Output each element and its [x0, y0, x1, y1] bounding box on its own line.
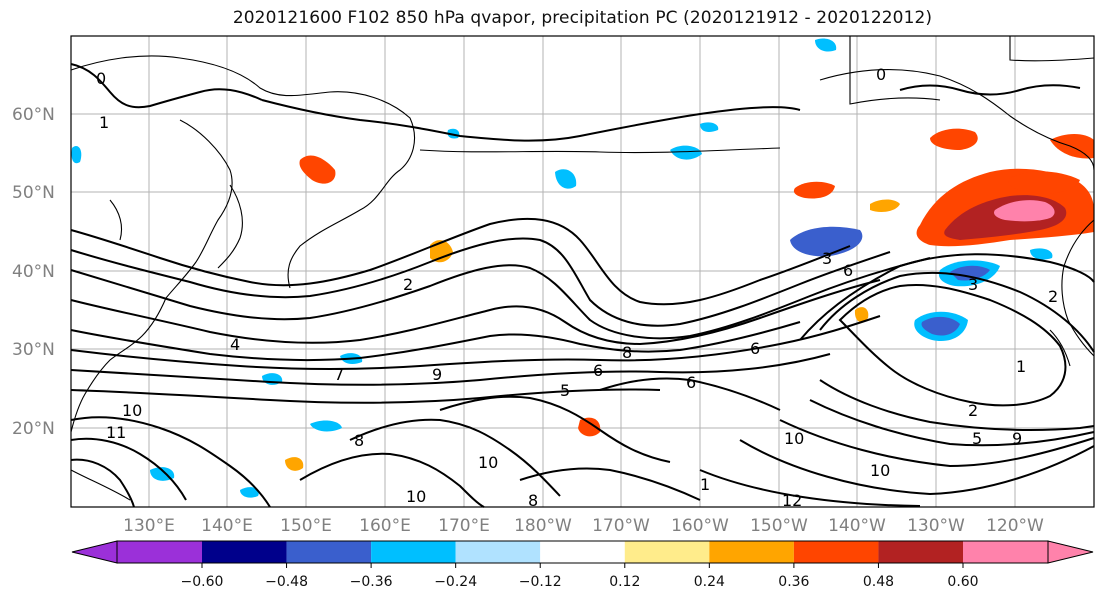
colorbar-tick-label: −0.48 [265, 574, 308, 590]
colorbar-right-arrow [1048, 541, 1093, 563]
contour-label: 2 [403, 275, 413, 294]
colorbar-segment [371, 541, 456, 563]
lon-label: 130°W [907, 516, 965, 536]
contour-label: 10 [122, 401, 142, 420]
colorbar: −0.60 −0.48 −0.36 −0.24 −0.12 0.12 0.24 0.36 0.4… [71, 540, 1094, 590]
lat-label: 50°N [12, 183, 55, 203]
colorbar-frame [116, 540, 1049, 564]
colorbar-segment [709, 541, 794, 563]
contour-label: 0 [96, 69, 106, 88]
contour-label: 12 [782, 491, 802, 510]
chart-title: 2020121600 F102 850 hPa qvapor, precipit… [232, 8, 933, 28]
contour-label: 6 [843, 261, 853, 280]
lat-label: 30°N [12, 340, 55, 360]
colorbar-segment [455, 541, 541, 563]
colorbar-tick-label: −0.36 [350, 574, 393, 590]
contour-label: 8 [354, 431, 364, 450]
colorbar-segment [963, 541, 1048, 563]
contour-label: 10 [870, 461, 890, 480]
colorbar-tick-label: 0.36 [778, 574, 809, 590]
contour-label: 10 [478, 453, 498, 472]
contour-label: 6 [686, 373, 696, 392]
map-frame [70, 35, 1095, 508]
contour-label: 11 [106, 423, 126, 442]
lon-label: 160°W [671, 516, 729, 536]
contour-label: 6 [750, 339, 760, 358]
contour-label: 2 [968, 401, 978, 420]
contour-label-group: 0 0 1 1 2 2 2 3 3 4 5 5 6 6 6 6 7 8 8 8 … [96, 65, 1058, 510]
colorbar-tick-label: −0.12 [519, 574, 562, 590]
contour-label: 10 [784, 429, 804, 448]
lon-label: 150°E [280, 516, 332, 536]
contour-label: 8 [622, 343, 632, 362]
colorbar-tick-label: −0.60 [181, 574, 224, 590]
lat-label: 20°N [12, 419, 55, 439]
contour-label: 0 [876, 65, 886, 84]
colorbar-ticks: −0.60 −0.48 −0.36 −0.24 −0.12 0.12 0.24 0.36 0.4… [181, 563, 979, 590]
contour-label: 10 [406, 487, 426, 506]
colorbar-left-arrow [72, 541, 117, 563]
lon-label: 160°E [359, 516, 411, 536]
contour-label: 3 [822, 249, 832, 268]
contour-lines [70, 63, 1095, 508]
colorbar-tick-label: −0.24 [434, 574, 477, 590]
colorbar-segment [624, 541, 710, 563]
lon-label: 120°W [986, 516, 1044, 536]
colorbar-segments [72, 541, 1093, 563]
contour-label: 8 [528, 491, 538, 510]
colorbar-tick-label: 0.24 [694, 574, 725, 590]
lon-label: 150°W [750, 516, 808, 536]
lon-label: 140°E [201, 516, 253, 536]
lon-label: 170°W [592, 516, 650, 536]
colorbar-segment [878, 541, 963, 563]
lat-axis: 60°N 50°N 40°N 30°N 20°N [12, 105, 55, 439]
contour-label: 7 [334, 365, 344, 384]
contour-label: 9 [1012, 429, 1022, 448]
contour-label: 3 [968, 275, 978, 294]
lat-label: 60°N [12, 105, 55, 125]
contour-label: 1 [700, 475, 710, 494]
colorbar-tick-label: 0.12 [609, 574, 640, 590]
contour-label: 1 [1016, 357, 1026, 376]
colorbar-segment [540, 541, 625, 563]
contour-label: 1 [99, 113, 109, 132]
colorbar-tick-label: 0.48 [863, 574, 894, 590]
lon-label: 170°E [438, 516, 490, 536]
colorbar-tick-label: 0.60 [947, 574, 978, 590]
lon-label: 180°W [514, 516, 572, 536]
contour-label: 2 [1048, 287, 1058, 306]
lon-axis: 130°E 140°E 150°E 160°E 170°E 180°W 170°… [123, 516, 1044, 536]
lon-label: 130°E [123, 516, 175, 536]
contour-label: 4 [230, 335, 240, 354]
lon-label: 140°W [828, 516, 886, 536]
contour-label: 9 [432, 365, 442, 384]
colorbar-segment [286, 541, 372, 563]
contour-label: 5 [972, 429, 982, 448]
colorbar-segment [793, 541, 879, 563]
contour-label: 6 [593, 361, 603, 380]
lat-label: 40°N [12, 262, 55, 282]
precip-shading [71, 38, 1094, 498]
colorbar-segment [202, 541, 287, 563]
contour-label: 5 [560, 381, 570, 400]
colorbar-segment [117, 541, 202, 563]
